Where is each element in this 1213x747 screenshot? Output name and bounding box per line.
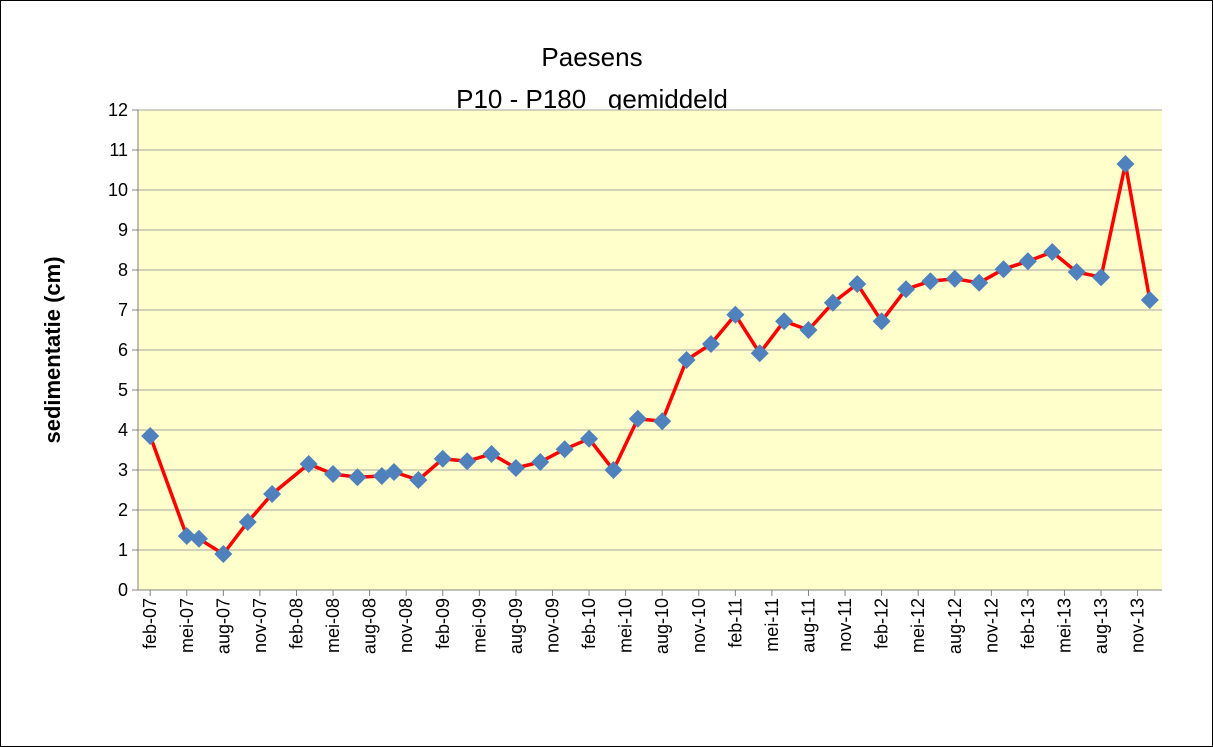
marker [324, 465, 343, 483]
marker [238, 513, 257, 531]
x-tick-label: feb-12 [872, 598, 892, 649]
x-tick-label: mei-07 [177, 598, 197, 653]
marker [1018, 252, 1037, 271]
x-tick-label: aug-09 [506, 598, 526, 654]
y-tick-label: 8 [118, 260, 128, 280]
x-tick-label: nov-13 [1128, 598, 1148, 653]
marker [1116, 155, 1135, 173]
x-tick-label: mei-08 [323, 598, 343, 653]
y-tick-label: 0 [118, 580, 128, 600]
y-axis-label: sedimentatie (cm) [40, 256, 65, 443]
marker [799, 321, 818, 339]
marker [677, 351, 696, 369]
marker [945, 269, 964, 288]
marker [189, 529, 208, 548]
marker [433, 449, 452, 468]
x-tick-label: nov-12 [981, 598, 1001, 653]
x-tick-label: feb-07 [140, 598, 160, 649]
marker [458, 452, 477, 471]
x-tick-label: nov-07 [250, 598, 270, 653]
y-tick-label: 6 [118, 340, 128, 360]
marker [177, 527, 196, 545]
marker [750, 344, 769, 363]
marker [823, 293, 842, 312]
y-tick-label: 10 [108, 180, 128, 200]
x-tick-label: mei-13 [1054, 598, 1074, 653]
marker [482, 445, 501, 463]
x-tick-label: nov-08 [396, 598, 416, 653]
marker [1092, 268, 1111, 287]
x-tick-label: aug-07 [213, 598, 233, 654]
marker [653, 412, 672, 431]
marker [263, 485, 282, 503]
y-tick-label: 2 [118, 500, 128, 520]
marker [214, 545, 233, 563]
marker [580, 429, 599, 448]
x-tick-label: feb-13 [1018, 598, 1038, 649]
x-tick-label: mei-10 [616, 598, 636, 653]
x-tick-label: nov-11 [835, 598, 855, 652]
marker [506, 459, 525, 477]
marker [1067, 263, 1086, 281]
x-tick-label: nov-09 [542, 598, 562, 653]
marker [848, 275, 867, 293]
marker [921, 272, 940, 291]
x-tick-label: aug-08 [360, 598, 380, 654]
y-tick-label: 5 [118, 380, 128, 400]
x-tick-label: feb-10 [579, 598, 599, 649]
marker [348, 468, 367, 487]
marker [994, 260, 1013, 279]
marker [628, 409, 647, 428]
marker [385, 463, 403, 481]
x-tick-label: aug-13 [1091, 598, 1111, 654]
chart-subtitle: P10 - P180 gemiddeld [456, 84, 728, 114]
marker [872, 312, 891, 331]
marker [604, 461, 623, 479]
marker [897, 280, 915, 299]
marker [1043, 243, 1062, 261]
x-tick-label: feb-09 [433, 598, 453, 649]
x-tick-label: aug-11 [798, 598, 818, 653]
x-tick-label: feb-11 [725, 598, 745, 648]
y-tick-label: 12 [108, 100, 128, 120]
x-tick-label: aug-12 [945, 598, 965, 654]
marker [775, 312, 794, 331]
marker [299, 455, 318, 473]
y-tick-label: 4 [118, 420, 128, 440]
marker [726, 305, 745, 324]
y-tick-label: 11 [109, 140, 128, 160]
marker [531, 453, 550, 471]
x-tick-label: mei-11 [762, 598, 782, 652]
marker [1140, 291, 1159, 309]
x-tick-label: nov-10 [689, 598, 709, 653]
marker [701, 335, 720, 353]
x-tick-label: mei-12 [908, 598, 928, 653]
x-tick-label: mei-09 [469, 598, 489, 653]
chart-title: Paesens [541, 42, 642, 72]
x-tick-label: aug-10 [652, 598, 672, 654]
y-tick-label: 1 [118, 540, 128, 560]
marker [409, 471, 428, 489]
marker [970, 273, 989, 292]
y-tick-label: 3 [118, 460, 128, 480]
x-tick-label: feb-08 [286, 598, 306, 649]
y-tick-label: 7 [118, 300, 128, 320]
marker [555, 440, 574, 459]
marker [141, 427, 160, 445]
y-tick-label: 9 [118, 220, 128, 240]
